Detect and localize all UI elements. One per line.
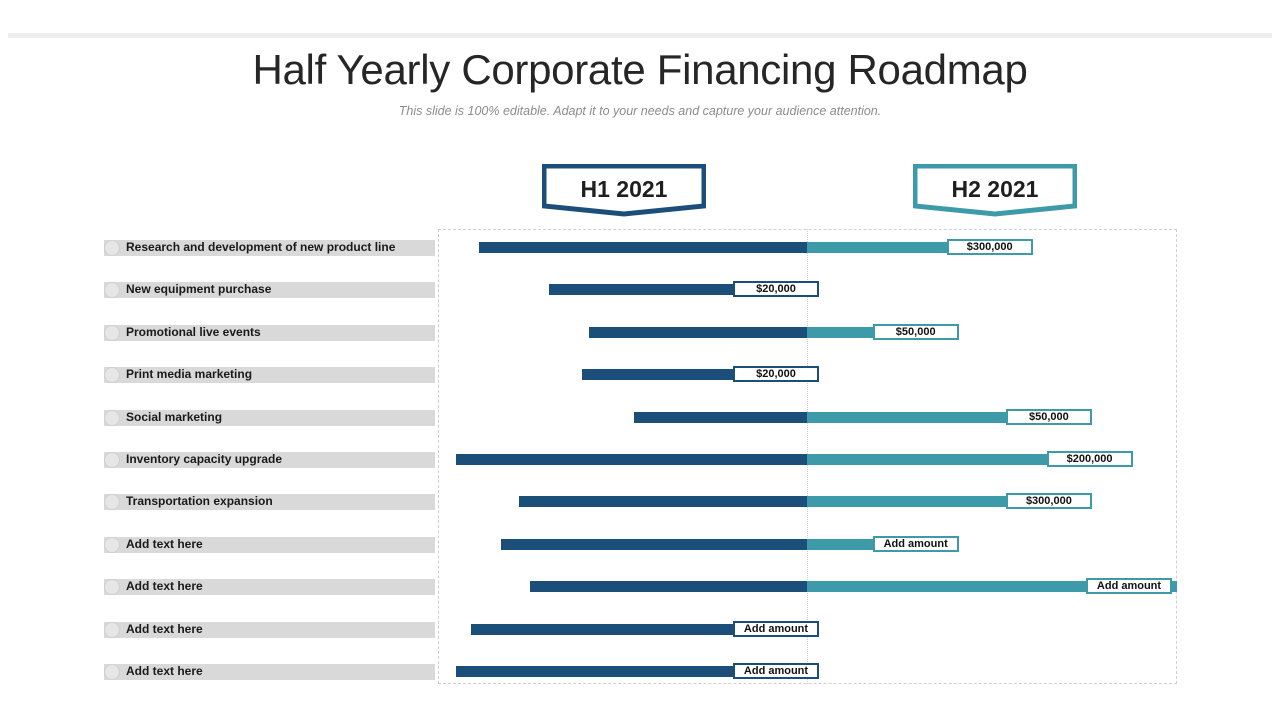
row-label-bar [104, 579, 435, 595]
row-label-bar [104, 367, 435, 383]
amount-label[interactable]: Add amount [733, 663, 819, 679]
bar-h2 [807, 581, 1177, 592]
row-label-bar [104, 622, 435, 638]
row-label: Print media marketing [126, 367, 253, 381]
row-bullet-icon [104, 622, 120, 638]
row-label: New equipment purchase [126, 282, 272, 296]
row-label-bar [104, 240, 435, 256]
row-bullet-icon [104, 367, 120, 383]
row-bullet-icon [104, 410, 120, 426]
row-bullet-icon [104, 664, 120, 680]
row-bullet-icon [104, 240, 120, 256]
bar-h2 [807, 242, 1033, 253]
bar-h1 [633, 412, 807, 423]
banner-shape-h2 [913, 164, 1077, 217]
top-rule [8, 33, 1272, 38]
row-label: Add text here [126, 537, 203, 551]
row-bullet-icon [104, 452, 120, 468]
row-label: Transportation expansion [126, 494, 273, 508]
row-label: Research and development of new product … [126, 240, 396, 254]
row-label-bar [104, 282, 435, 298]
bar-h1 [456, 454, 807, 465]
row-label: Inventory capacity upgrade [126, 452, 283, 466]
bar-h1 [519, 496, 807, 507]
bar-h1 [581, 369, 807, 380]
period-header-h1: H1 2021 [542, 164, 706, 218]
row-label: Add text here [126, 622, 203, 636]
bar-h1 [471, 624, 807, 635]
row-bullet-icon [104, 325, 120, 341]
row-label: Promotional live events [126, 325, 261, 339]
row-bullet-icon [104, 282, 120, 298]
amount-label[interactable]: $50,000 [872, 324, 959, 340]
period-header-h2: H2 2021 [913, 164, 1077, 218]
amount-label[interactable]: $200,000 [1046, 451, 1133, 467]
row-label-bar [104, 494, 435, 510]
row-label-bar [104, 537, 435, 553]
amount-label[interactable]: Add amount [733, 621, 819, 637]
row-label-bar [104, 325, 435, 341]
bar-h2 [807, 454, 1133, 465]
amount-label[interactable]: $300,000 [946, 239, 1033, 255]
period-label-h2: H2 2021 [951, 176, 1039, 202]
amount-label[interactable]: Add amount [872, 536, 959, 552]
row-label-bar [104, 664, 435, 680]
bar-h1 [456, 666, 807, 677]
amount-label[interactable]: Add amount [1086, 578, 1172, 594]
row-label: Add text here [126, 579, 203, 593]
period-label-h1: H1 2021 [580, 176, 668, 202]
bar-h2 [807, 496, 1092, 507]
row-label: Social marketing [126, 410, 223, 424]
row-label-bar [104, 410, 435, 426]
row-bullet-icon [104, 537, 120, 553]
amount-label[interactable]: $50,000 [1005, 409, 1092, 425]
bar-h2 [807, 412, 1092, 423]
page-title: Half Yearly Corporate Financing Roadmap [252, 46, 1028, 93]
page-subtitle: This slide is 100% editable. Adapt it to… [398, 104, 882, 118]
bar-h1 [500, 539, 807, 550]
amount-label[interactable]: $20,000 [733, 281, 819, 297]
bar-h1 [548, 284, 807, 295]
amount-label[interactable]: $20,000 [733, 366, 819, 382]
row-bullet-icon [104, 579, 120, 595]
bar-h1 [530, 581, 807, 592]
row-label: Add text here [126, 664, 203, 678]
row-bullet-icon [104, 494, 120, 510]
banner-shape-h1 [542, 164, 706, 217]
amount-label[interactable]: $300,000 [1005, 493, 1092, 509]
row-label-bar [104, 452, 435, 468]
bar-h1 [478, 242, 807, 253]
bar-h1 [589, 327, 807, 338]
